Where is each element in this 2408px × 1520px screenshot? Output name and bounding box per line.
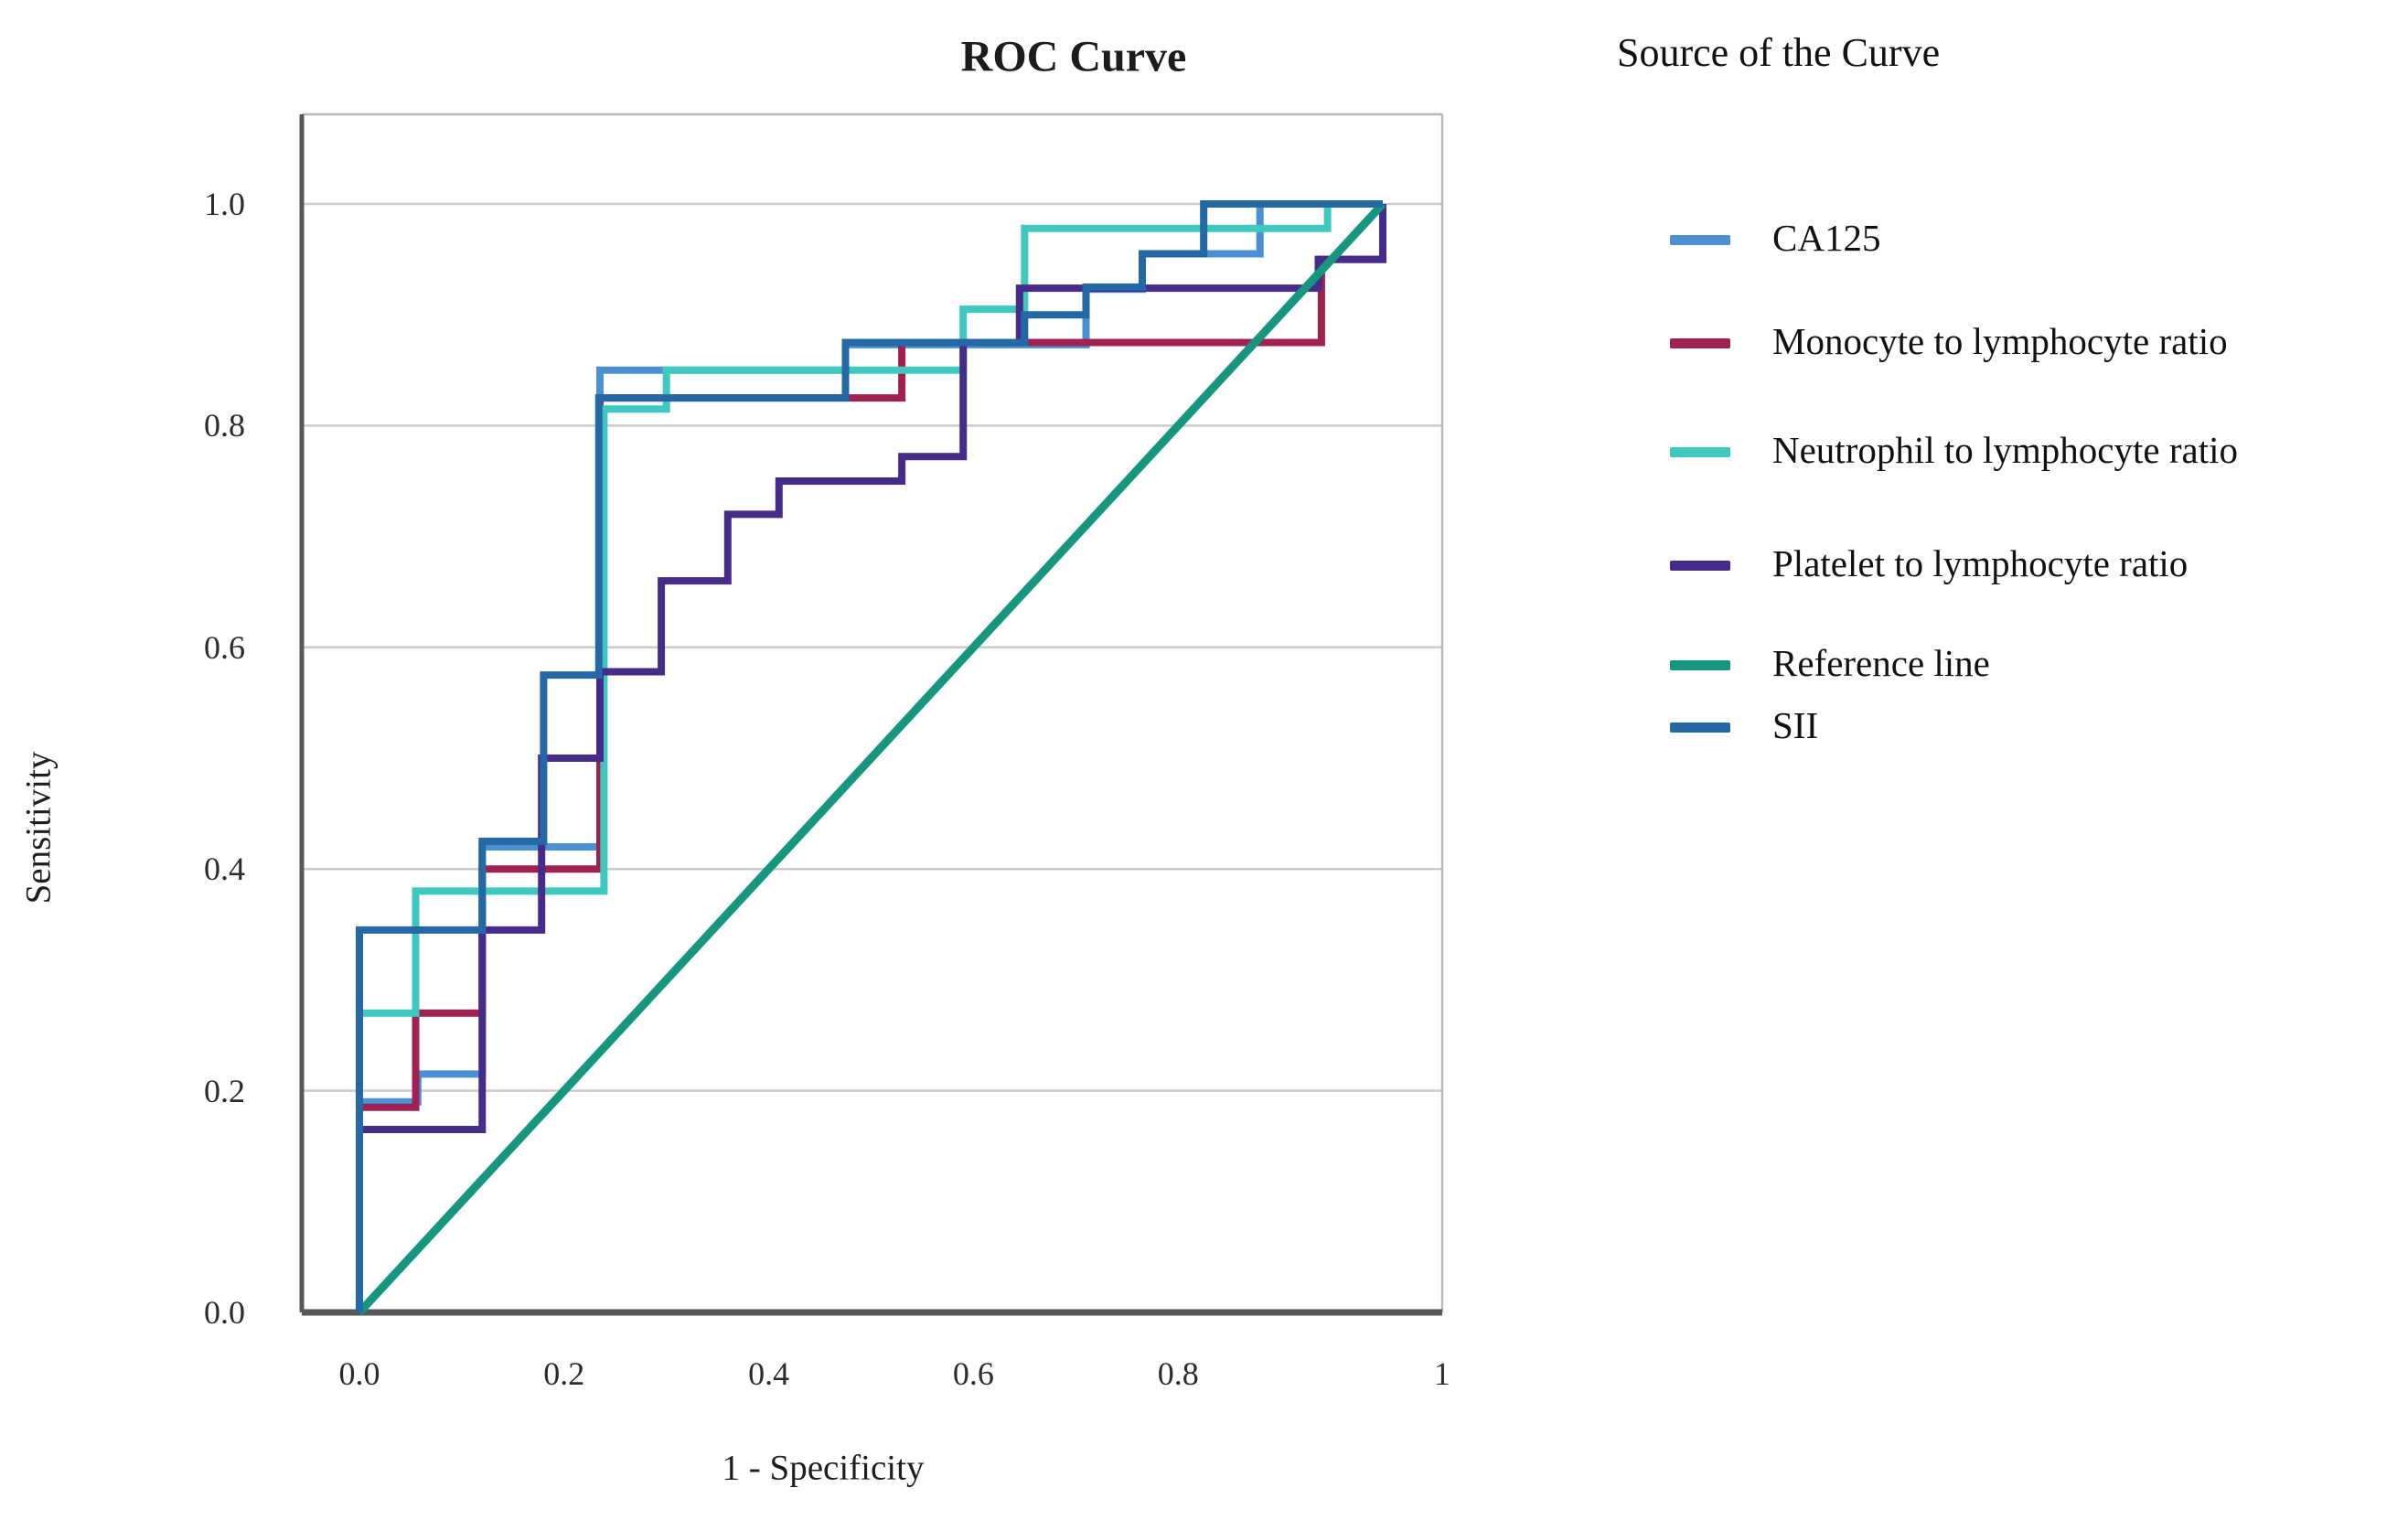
roc-curve-reference-line	[356, 200, 1386, 1316]
x-tick-0.8: 0.8	[1157, 1355, 1199, 1392]
y-tick-0.2: 0.2	[204, 1072, 245, 1109]
x-tick-0.0: 0.0	[338, 1355, 380, 1392]
y-axis-label: Sensitivity	[18, 751, 59, 905]
legend-swatch-icon	[1670, 447, 1730, 457]
legend-item-label: Reference line	[1772, 642, 1990, 684]
legend-swatch-icon	[1670, 561, 1730, 571]
legend-item-label: Neutrophil to lymphocyte ratio	[1772, 429, 2238, 471]
y-tick-1.0: 1.0	[204, 186, 245, 222]
legend-item-label: Monocyte to lymphocyte ratio	[1772, 320, 2228, 362]
roc-curve-sii	[356, 200, 1383, 1312]
x-tick-0.6: 0.6	[952, 1355, 994, 1392]
y-tick-0.0: 0.0	[204, 1294, 245, 1331]
roc-curve-platelet-to-lymphocyte-ratio	[356, 204, 1386, 1312]
legend-item-label: Platelet to lymphocyte ratio	[1772, 542, 2189, 584]
legend-swatch-icon	[1670, 338, 1730, 348]
legend-item-label: SII	[1772, 704, 1819, 746]
y-tick-0.6: 0.6	[204, 628, 245, 666]
x-tick-1: 1	[1433, 1355, 1450, 1392]
legend-swatch-icon	[1670, 723, 1730, 733]
legend-swatch-icon	[1670, 235, 1730, 245]
x-tick-0.2: 0.2	[543, 1355, 585, 1392]
chart-title: ROC Curve	[960, 32, 1187, 81]
y-tick-0.8: 0.8	[204, 407, 245, 444]
legend-swatch-icon	[1670, 660, 1730, 670]
legend-item-label: CA125	[1772, 217, 1881, 259]
y-tick-0.4: 0.4	[204, 851, 245, 888]
x-axis-label: 1 - Specificity	[722, 1448, 925, 1488]
roc-curve-neutrophil-to-lymphocyte-ratio	[356, 200, 1383, 1312]
legend-header: Source of the Curve	[1617, 30, 1941, 75]
x-tick-0.4: 0.4	[748, 1355, 790, 1392]
